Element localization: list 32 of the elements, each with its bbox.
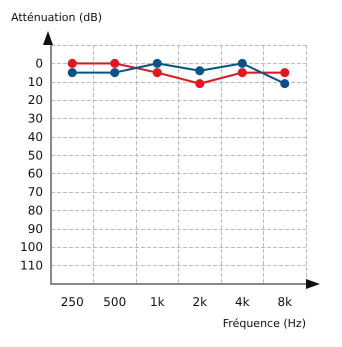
y-tick-label: 0 [35, 56, 43, 70]
point [110, 68, 120, 78]
point [152, 68, 162, 78]
x-tick-label: 250 [60, 295, 84, 309]
x-tick-label: 4k [234, 295, 250, 309]
y-axis-title: Atténuation (dB) [11, 11, 102, 24]
y-tick-label: 70 [28, 185, 43, 200]
point [238, 68, 247, 78]
point [280, 79, 290, 88]
point [238, 58, 247, 68]
point [68, 68, 77, 78]
y-tick-label: 30 [28, 112, 43, 126]
y-tick-label: 80 [28, 203, 43, 218]
y-tick-label: 50 [28, 148, 43, 162]
point [152, 58, 162, 68]
x-axis-title: Fréquence (Hz) [222, 317, 306, 330]
x-tick-label: 2k [192, 295, 208, 309]
point [195, 79, 204, 88]
point [110, 58, 120, 68]
y-tick-label: 110 [20, 258, 43, 273]
y-tick-label: 60 [28, 166, 43, 181]
y-tick-label: 90 [28, 222, 43, 236]
point [280, 68, 290, 78]
x-tick-label: 500 [103, 295, 126, 309]
y-tick-label: 40 [28, 130, 43, 144]
y-tick-label: 10 [28, 74, 43, 89]
point [68, 58, 77, 68]
x-tick-label: 1k [150, 295, 165, 309]
y-tick-label: 100 [20, 240, 43, 254]
y-tick-label: 20 [28, 93, 43, 108]
point [195, 66, 204, 76]
x-tick-label: 8k [277, 295, 292, 309]
